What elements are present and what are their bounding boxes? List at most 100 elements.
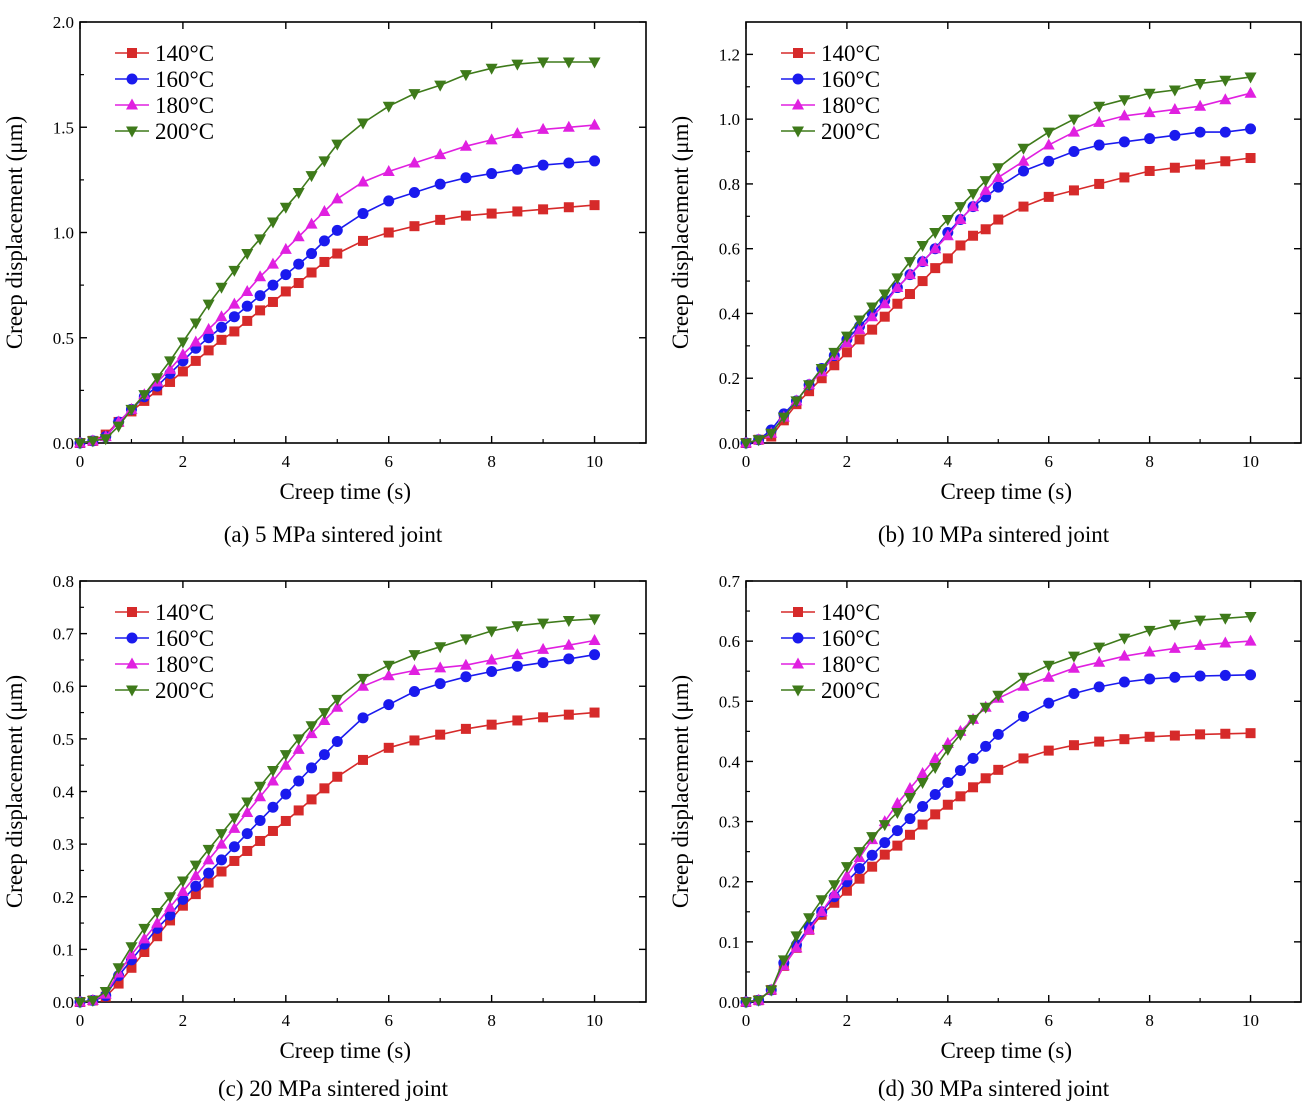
data-point: [254, 290, 266, 302]
y-tick-label: 0.3: [719, 813, 740, 832]
data-point: [1043, 191, 1054, 202]
data-point: [511, 660, 523, 672]
data-point: [511, 59, 524, 71]
x-tick-label: 2: [843, 452, 852, 471]
data-point: [1018, 201, 1029, 212]
data-point: [318, 749, 330, 761]
data-point: [815, 364, 828, 376]
data-point: [853, 847, 866, 859]
data-point: [242, 845, 253, 856]
data-point: [254, 270, 267, 282]
data-point: [1093, 101, 1106, 113]
x-tick-label: 4: [282, 452, 291, 471]
data-point: [357, 673, 369, 685]
data-point: [955, 240, 966, 251]
data-point: [202, 299, 215, 311]
data-point: [538, 204, 549, 215]
data-point: [215, 829, 228, 841]
data-point: [1118, 109, 1131, 121]
data-point: [203, 345, 214, 356]
data-point: [229, 855, 240, 866]
data-point: [1094, 736, 1105, 747]
y-axis-title: Creep displacement (μm): [2, 675, 27, 908]
data-point: [1194, 99, 1207, 111]
data-point: [1168, 619, 1181, 631]
y-tick-label: 0.2: [719, 873, 740, 892]
x-axis-title: Creep time (s): [940, 1038, 1072, 1063]
data-point: [228, 821, 241, 833]
data-point: [203, 877, 214, 888]
x-tick-label: 4: [944, 1011, 953, 1030]
data-point: [929, 228, 942, 239]
panel-caption: (a) 5 MPa sintered joint: [224, 522, 443, 547]
chart-panel-1: 0 2 4 6 8 10 0.0 0.5 1.0 1.5 2.0 Creep time (s) Cree…: [2, 13, 647, 547]
data-point: [1244, 86, 1257, 98]
legend-marker: [792, 657, 804, 669]
data-point: [968, 230, 979, 241]
data-point: [538, 712, 549, 723]
data-point: [292, 188, 305, 200]
series-200°C: [74, 614, 601, 1009]
data-point: [164, 900, 177, 912]
y-tick-label: 0.0: [719, 434, 740, 453]
data-point: [765, 985, 778, 997]
legend-marker: [792, 98, 804, 110]
data-point: [866, 832, 879, 844]
data-point: [164, 356, 177, 368]
data-point: [318, 156, 331, 168]
legend-marker: [792, 632, 804, 644]
data-point: [854, 862, 866, 874]
y-tick-label: 0.8: [719, 175, 740, 194]
data-point: [1119, 734, 1130, 745]
data-point: [967, 200, 980, 212]
x-tick-label: 8: [487, 1011, 496, 1030]
data-point: [241, 249, 254, 261]
data-point: [512, 206, 523, 217]
data-point: [435, 214, 446, 225]
data-point: [1245, 728, 1256, 739]
data-point: [189, 335, 202, 347]
data-point: [165, 376, 176, 387]
data-point: [1068, 146, 1080, 158]
data-point: [740, 438, 752, 450]
data-point: [305, 171, 318, 183]
x-tick-label: 0: [742, 1011, 751, 1030]
x-tick-label: 6: [1044, 452, 1053, 471]
data-point: [1245, 123, 1257, 135]
data-point: [891, 273, 904, 285]
data-point: [1220, 728, 1231, 739]
data-point: [955, 791, 966, 802]
data-point: [1195, 159, 1206, 170]
data-point: [891, 825, 903, 837]
data-point: [99, 434, 112, 446]
y-tick-label: 0.0: [719, 993, 740, 1012]
data-point: [383, 227, 394, 238]
y-tick-label: 0.8: [53, 572, 74, 591]
data-point: [176, 884, 189, 896]
x-tick-label: 8: [487, 452, 496, 471]
data-point: [1143, 625, 1156, 637]
data-point: [216, 854, 227, 866]
data-point: [853, 315, 866, 327]
data-point: [777, 412, 790, 424]
data-point: [190, 355, 201, 366]
data-point: [74, 997, 86, 1009]
data-point: [112, 963, 125, 975]
data-point: [588, 614, 601, 626]
data-point: [280, 286, 291, 297]
y-tick-label: 2.0: [53, 13, 74, 32]
y-tick-label: 1.5: [53, 118, 74, 137]
data-point: [841, 347, 852, 358]
series-160°C: [740, 669, 1257, 1008]
data-point: [979, 183, 992, 195]
data-point: [992, 163, 1005, 175]
data-point: [979, 176, 992, 188]
data-point: [255, 835, 266, 846]
data-point: [1219, 75, 1232, 87]
data-point: [434, 178, 446, 190]
data-point: [357, 208, 369, 220]
data-point: [434, 642, 447, 654]
data-point: [331, 139, 344, 151]
